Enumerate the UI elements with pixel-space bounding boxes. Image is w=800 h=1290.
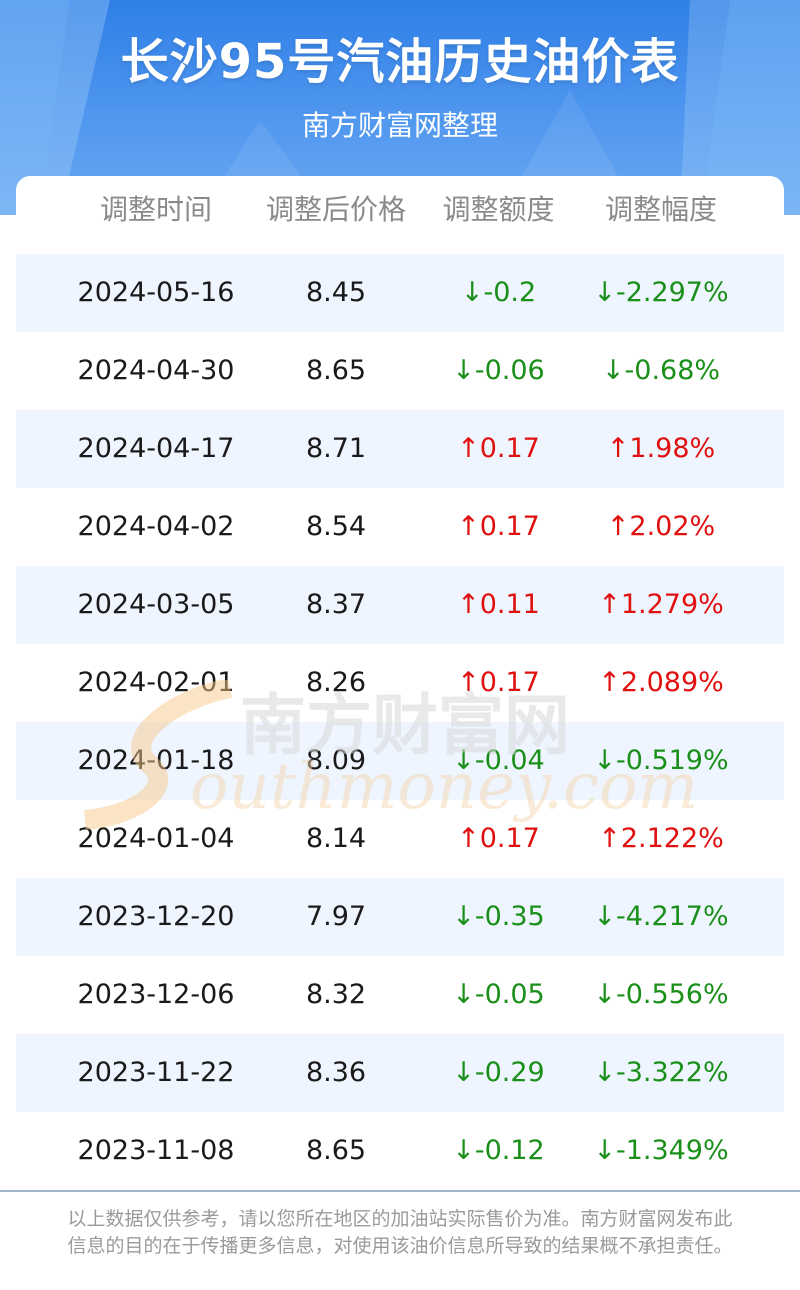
cell-price: 7.97 (305, 901, 367, 932)
cell-percent: ↓-0.519% (593, 745, 729, 776)
cell-date: 2024-01-04 (77, 823, 235, 854)
cell-change: ↓-0.06 (452, 355, 545, 386)
cell-change: ↑0.11 (457, 589, 540, 620)
cell-price: 8.09 (305, 745, 367, 776)
table-header: 调整时间 调整后价格 调整额度 调整幅度 (16, 176, 784, 252)
cell-price: 8.36 (305, 1057, 367, 1088)
cell-change: ↑0.17 (457, 823, 540, 854)
cell-percent: ↑1.279% (598, 589, 724, 620)
table-row: 2024-04-02 8.54 ↑0.17 ↑2.02% (16, 488, 784, 566)
table-row: 2023-12-20 7.97 ↓-0.35 ↓-4.217% (16, 878, 784, 956)
cell-price: 8.26 (305, 667, 367, 698)
column-header-change: 调整额度 (442, 193, 555, 226)
footer-divider (0, 1190, 800, 1192)
cell-price: 8.37 (305, 589, 367, 620)
cell-date: 2024-04-17 (77, 433, 235, 464)
cell-date: 2024-05-16 (77, 277, 235, 308)
page-title: 长沙95号汽油历史油价表 (120, 34, 680, 90)
cell-price: 8.14 (305, 823, 367, 854)
column-header-date: 调整时间 (99, 193, 212, 226)
cell-date: 2024-02-01 (77, 667, 235, 698)
table-row: 2024-03-05 8.37 ↑0.11 ↑1.279% (16, 566, 784, 644)
cell-price: 8.65 (305, 355, 367, 386)
cell-percent: ↓-2.297% (593, 277, 729, 308)
cell-date: 2023-12-06 (77, 979, 235, 1010)
table-row: 2024-04-30 8.65 ↓-0.06 ↓-0.68% (16, 332, 784, 410)
cell-date: 2024-03-05 (77, 589, 235, 620)
cell-change: ↓-0.2 (460, 277, 537, 308)
cell-date: 2024-01-18 (77, 745, 235, 776)
cell-percent: ↑1.98% (606, 433, 716, 464)
cell-change: ↑0.17 (457, 667, 540, 698)
cell-percent: ↑2.089% (598, 667, 724, 698)
cell-percent: ↑2.02% (606, 511, 716, 542)
column-header-price: 调整后价格 (265, 193, 406, 226)
cell-percent: ↓-0.68% (601, 355, 721, 386)
table-row: 2023-11-08 8.65 ↓-0.12 ↓-1.349% (16, 1112, 784, 1190)
cell-price: 8.65 (305, 1135, 367, 1166)
table-body: 2024-05-16 8.45 ↓-0.2 ↓-2.297% 2024-04-30 8.6… (16, 254, 784, 1190)
cell-date: 2023-12-20 (77, 901, 235, 932)
cell-date: 2023-11-08 (77, 1135, 235, 1166)
cell-date: 2024-04-02 (77, 511, 235, 542)
cell-percent: ↓-4.217% (593, 901, 729, 932)
cell-change: ↓-0.04 (452, 745, 545, 776)
cell-change: ↓-0.35 (452, 901, 545, 932)
cell-price: 8.45 (305, 277, 367, 308)
cell-price: 8.71 (305, 433, 367, 464)
table-row: 2023-12-06 8.32 ↓-0.05 ↓-0.556% (16, 956, 784, 1034)
table-row: 2024-01-04 8.14 ↑0.17 ↑2.122% (16, 800, 784, 878)
cell-date: 2023-11-22 (77, 1057, 235, 1088)
cell-date: 2024-04-30 (77, 355, 235, 386)
cell-price: 8.54 (305, 511, 367, 542)
cell-percent: ↑2.122% (598, 823, 724, 854)
cell-change: ↑0.17 (457, 433, 540, 464)
table-row: 2024-04-17 8.71 ↑0.17 ↑1.98% (16, 410, 784, 488)
table-row: 2024-01-18 8.09 ↓-0.04 ↓-0.519% (16, 722, 784, 800)
cell-change: ↓-0.05 (452, 979, 545, 1010)
price-table: 调整时间 调整后价格 调整额度 调整幅度 2024-05-16 8.45 ↓-0.2… (16, 176, 784, 1196)
cell-change: ↑0.17 (457, 511, 540, 542)
table-row: 2024-05-16 8.45 ↓-0.2 ↓-2.297% (16, 254, 784, 332)
cell-percent: ↓-1.349% (593, 1135, 729, 1166)
footer-disclaimer: 以上数据仅供参考，请以您所在地区的加油站实际售价为准。南方财富网发布此信息的目的… (67, 1208, 733, 1257)
cell-price: 8.32 (305, 979, 367, 1010)
column-header-percent: 调整幅度 (604, 193, 717, 226)
page-subtitle: 南方财富网整理 (301, 109, 498, 142)
cell-change: ↓-0.12 (452, 1135, 545, 1166)
table-row: 2024-02-01 8.26 ↑0.17 ↑2.089% (16, 644, 784, 722)
cell-percent: ↓-3.322% (593, 1057, 729, 1088)
cell-percent: ↓-0.556% (593, 979, 729, 1010)
cell-change: ↓-0.29 (452, 1057, 545, 1088)
table-row: 2023-11-22 8.36 ↓-0.29 ↓-3.322% (16, 1034, 784, 1112)
